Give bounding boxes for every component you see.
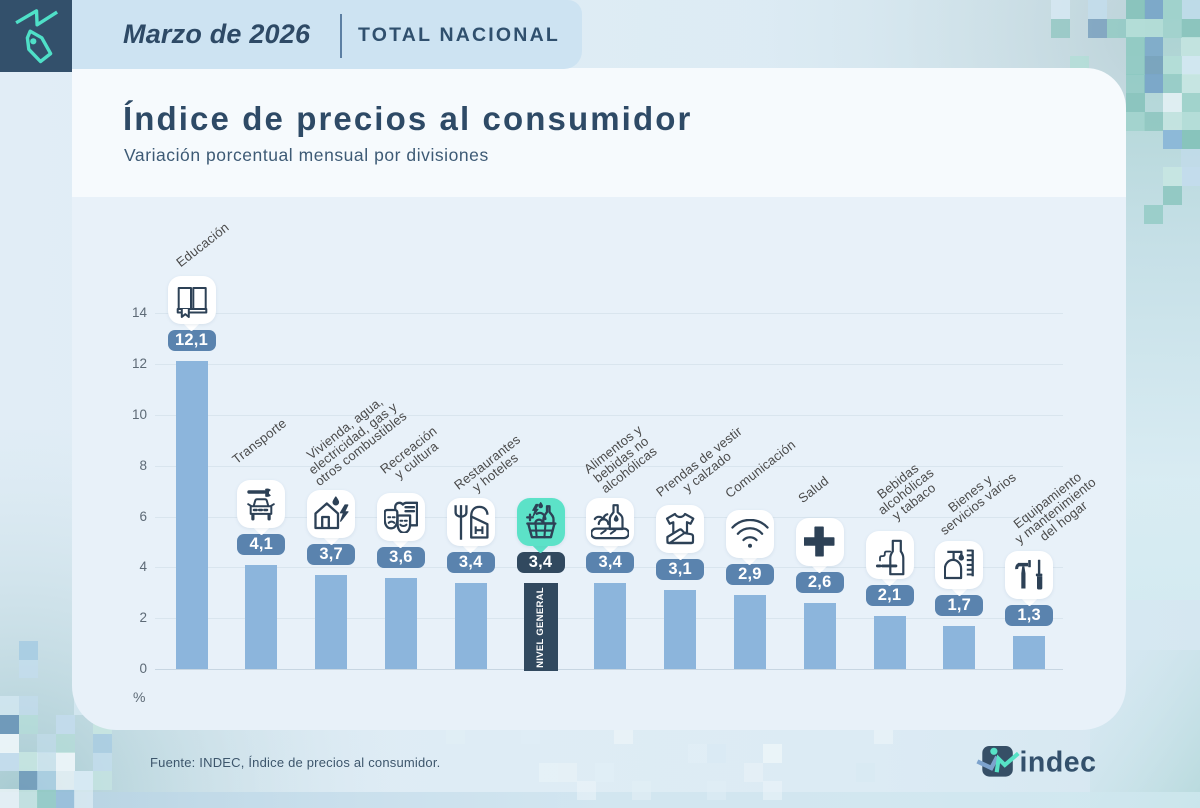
svg-text:indec: indec [1020,747,1097,779]
